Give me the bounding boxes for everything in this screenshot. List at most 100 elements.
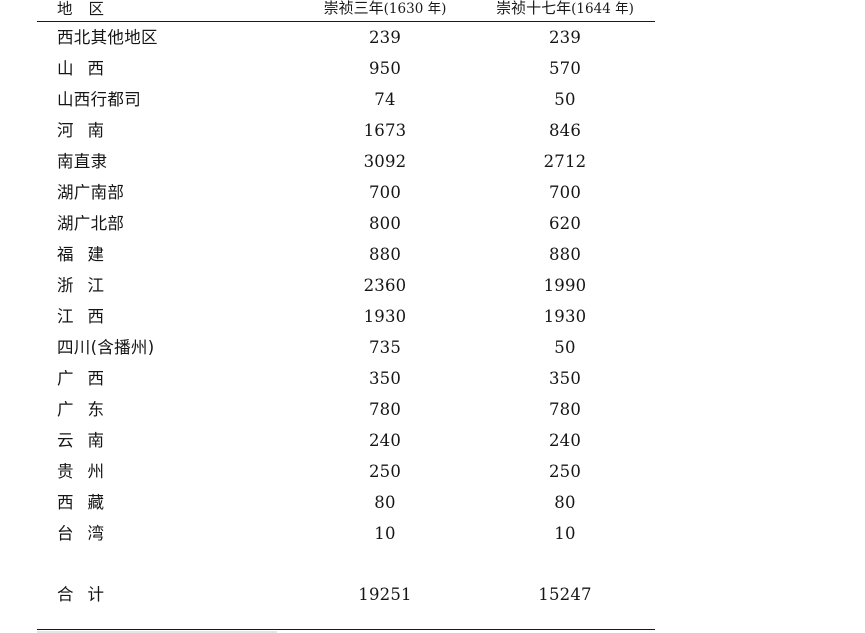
- region-char-second: 东: [87, 400, 105, 419]
- table-body: 西北其他地区 239 239 山西 950 570 山西行都司 74 50 河南 1673 846 南直…: [37, 22, 655, 612]
- total-label-char-second: 计: [87, 585, 105, 604]
- table-row: 西北其他地区 239 239: [37, 22, 655, 54]
- cell-value-chongzhen-3: 2360: [363, 276, 407, 295]
- cell-value-chongzhen-3: 350: [368, 369, 402, 388]
- table-total-row: 合计 19251 15247: [37, 579, 655, 611]
- cell-value-chongzhen-3: 10: [374, 524, 396, 543]
- region-char-first: 江: [57, 307, 88, 326]
- cell-value-chongzhen-17: 700: [548, 183, 582, 202]
- region-char-second: 南: [87, 431, 105, 450]
- cell-value-chongzhen-17: 880: [548, 245, 582, 264]
- table-row: 台湾 10 10: [37, 518, 655, 549]
- region-char-second: 藏: [87, 493, 105, 512]
- table-row: 广西 350 350: [37, 363, 655, 394]
- cell-value-chongzhen-17: 2712: [543, 152, 587, 171]
- region-char-first: 浙: [57, 276, 88, 295]
- cell-region: 湖广南部: [57, 183, 125, 202]
- region-char-second: 州: [87, 462, 105, 481]
- cell-region: 广东: [37, 394, 295, 425]
- table-row: 山西 950 570: [37, 53, 655, 84]
- table-row: 西藏 80 80: [37, 487, 655, 518]
- cell-value-chongzhen-3: 3092: [363, 152, 407, 171]
- cell-region: 西北其他地区: [57, 28, 158, 47]
- cell-region: 云南: [37, 425, 295, 456]
- column-header-region-char2: 区: [88, 0, 105, 18]
- table-row: 云南 240 240: [37, 425, 655, 456]
- cell-region: 江西: [37, 301, 295, 332]
- cell-value-chongzhen-17: 240: [548, 431, 582, 450]
- cell-region: 台湾: [37, 518, 295, 549]
- cell-region: 湖广北部: [57, 214, 125, 233]
- table-row: 贵州 250 250: [37, 456, 655, 487]
- cell-value-chongzhen-17: 239: [548, 28, 582, 47]
- cell-total-label: 合计: [37, 579, 295, 611]
- cell-region: 四川(含播州): [57, 338, 155, 357]
- table-row: 广东 780 780: [37, 394, 655, 425]
- cell-region: 山西: [37, 53, 295, 84]
- cell-region: 广西: [37, 363, 295, 394]
- table-spacer-row: [37, 549, 655, 579]
- cell-value-chongzhen-3: 880: [368, 245, 402, 264]
- cell-value-chongzhen-3: 250: [368, 462, 402, 481]
- spacer-cell: [475, 549, 655, 579]
- column-header-region-char1: 地: [57, 0, 89, 18]
- region-char-first: 山: [57, 59, 88, 78]
- cell-value-chongzhen-17: 1990: [543, 276, 587, 295]
- cell-value-chongzhen-3: 239: [368, 28, 402, 47]
- region-char-first: 河: [57, 121, 88, 140]
- region-char-first: 贵: [57, 462, 88, 481]
- column-header-chongzhen-17-year: (1644 年): [571, 1, 634, 17]
- cell-value-chongzhen-17: 250: [548, 462, 582, 481]
- cell-value-chongzhen-3: 1673: [363, 121, 407, 140]
- cell-value-chongzhen-17: 10: [554, 524, 576, 543]
- cell-value-chongzhen-3: 74: [374, 90, 396, 109]
- cell-region: 福建: [37, 239, 295, 270]
- region-char-first: 台: [57, 524, 88, 543]
- region-char-first: 云: [57, 431, 88, 450]
- cell-value-chongzhen-3: 950: [368, 59, 402, 78]
- cell-value-chongzhen-3: 700: [368, 183, 402, 202]
- region-char-second: 建: [87, 245, 105, 264]
- scan-edge-artifact: [37, 631, 277, 633]
- cell-region: 河南: [37, 115, 295, 146]
- region-char-second: 西: [87, 369, 105, 388]
- table-row: 江西 1930 1930: [37, 301, 655, 332]
- spacer-cell: [37, 549, 295, 579]
- table-bottom-rule: [37, 629, 655, 630]
- cell-value-chongzhen-3: 80: [374, 493, 396, 512]
- region-char-first: 西: [57, 493, 88, 512]
- table-row: 山西行都司 74 50: [37, 84, 655, 115]
- cell-value-chongzhen-17: 780: [548, 400, 582, 419]
- region-char-second: 江: [87, 276, 105, 295]
- cell-region: 西藏: [37, 487, 295, 518]
- cell-total-chongzhen-3: 19251: [358, 585, 412, 604]
- region-char-first: 广: [57, 369, 88, 388]
- region-char-second: 西: [87, 307, 105, 326]
- column-header-chongzhen-17: 崇祯十七年(1644 年): [475, 0, 655, 22]
- column-header-chongzhen-3: 崇祯三年(1630 年): [295, 0, 475, 22]
- table-row: 福建 880 880: [37, 239, 655, 270]
- total-label-char-first: 合: [57, 585, 88, 604]
- cell-region: 山西行都司: [57, 90, 141, 109]
- table-row: 湖广北部 800 620: [37, 208, 655, 239]
- region-char-first: 福: [57, 245, 88, 264]
- cell-value-chongzhen-17: 350: [548, 369, 582, 388]
- table-header: 地区 崇祯三年(1630 年) 崇祯十七年(1644 年): [37, 0, 655, 22]
- cell-value-chongzhen-17: 50: [554, 338, 576, 357]
- region-char-second: 南: [87, 121, 105, 140]
- table-row: 四川(含播州) 735 50: [37, 332, 655, 363]
- region-char-second: 西: [87, 59, 105, 78]
- column-header-chongzhen-17-main: 崇祯十七年: [496, 0, 572, 17]
- cell-value-chongzhen-3: 735: [368, 338, 402, 357]
- cell-value-chongzhen-17: 570: [548, 59, 582, 78]
- cell-region: 贵州: [37, 456, 295, 487]
- table-row: 河南 1673 846: [37, 115, 655, 146]
- cell-value-chongzhen-3: 1930: [363, 307, 407, 326]
- column-header-chongzhen-3-year: (1630 年): [383, 1, 447, 17]
- region-char-first: 广: [57, 400, 88, 419]
- column-header-region: 地区: [37, 0, 295, 22]
- column-header-chongzhen-3-main: 崇祯三年: [323, 0, 384, 17]
- cell-region: 南直隶: [57, 152, 108, 171]
- table-row: 湖广南部 700 700: [37, 177, 655, 208]
